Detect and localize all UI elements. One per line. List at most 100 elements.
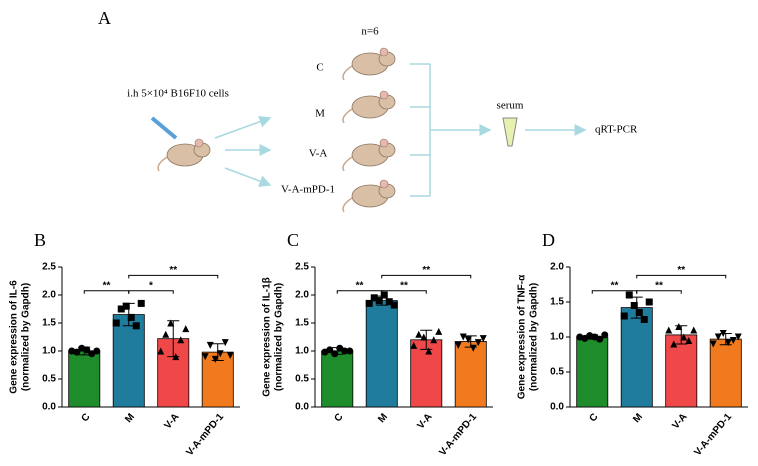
data-point [690,326,698,334]
mouse [342,138,396,172]
x-tick-label: V-A [162,412,181,432]
data-point [454,341,462,349]
data-point [459,333,467,341]
y-tick-label: 0.5 [42,374,56,385]
data-point [479,335,487,343]
arrows [214,63,587,197]
chart: Gene expression of IL-6 (normalized by Ga… [9,262,240,458]
y-tick-label: 2.0 [295,290,309,301]
syringe [150,116,178,140]
data-point [665,326,673,334]
significance-bracket [636,274,727,279]
data-point [410,341,418,349]
data-point [157,347,165,355]
y-axis-label: Gene expression of TNF-α [517,274,528,399]
data-point [385,298,393,306]
x-tick-label: M [123,412,137,425]
data-point [226,351,234,359]
group-label: V-A [309,148,328,160]
data-point [221,339,229,347]
bar [620,307,653,408]
data-point [206,341,214,349]
data-point [680,333,688,341]
mouse [157,138,211,172]
data-point [425,347,433,355]
significance-bracket [381,274,472,279]
data-point [645,298,653,306]
significance-label: * [149,280,153,291]
y-tick-label: 2.5 [295,262,309,273]
panel-label: D [542,230,555,250]
data-point [201,353,209,361]
x-tick-label: V-A [670,412,689,432]
y-tick-label: 0.5 [550,367,564,378]
data-point [380,291,388,299]
significance-bracket [128,274,219,279]
y-tick-label: 0.0 [42,402,56,413]
data-point [435,327,443,335]
bar [365,300,398,408]
data-point [83,346,91,354]
data-point [464,336,472,344]
significance-label: ** [677,265,685,276]
significance-label: ** [422,265,430,276]
y-tick-label: 2.0 [550,262,564,273]
y-tick-label: 1.0 [42,346,56,357]
y-tick-label: 2.5 [42,262,56,273]
y-axis-label: Gene expression of IL-6 [9,280,20,394]
data-point [675,323,683,330]
chart: Gene expression of TNF-α (normalized by G… [517,262,748,458]
data-point [724,339,732,347]
data-point [172,353,180,361]
data-point [596,335,604,343]
bar [454,341,487,408]
data-point [326,346,334,354]
data-point [469,344,477,352]
significance-bracket [636,290,682,294]
data-point [375,297,383,305]
bar [665,334,698,408]
data-point [93,347,101,355]
data-point [331,350,339,358]
significance-label: ** [611,280,619,291]
tube [502,117,518,147]
y-tick-label: 1.5 [42,318,56,329]
assay-label: qRT-PCR [595,124,638,136]
x-tick-label: C [332,412,345,425]
data-point [714,333,722,341]
data-point [122,302,130,310]
mouse [342,179,396,213]
y-tick-label: 0.0 [550,402,564,413]
sample-label: serum [497,100,524,112]
bar [112,314,145,408]
significance-label: ** [169,265,177,276]
y-axis-label: (normalized by Gapdh) [21,283,32,391]
significance-label: ** [103,280,111,291]
data-point [430,336,438,344]
data-point [132,322,140,330]
data-point [177,336,185,344]
data-point [112,319,120,327]
x-tick-label: M [631,412,645,425]
data-point [640,316,648,323]
x-tick-label: M [376,412,390,425]
y-tick-label: 1.0 [295,346,309,357]
mouse [342,47,396,81]
data-point [729,337,737,344]
significance-label: ** [400,280,408,291]
data-point [167,319,175,327]
group-size: n=6 [361,26,379,38]
panel-label: B [34,230,46,250]
data-point [346,347,354,355]
data-point [216,350,224,358]
data-point [341,347,349,355]
y-tick-label: 1.5 [550,297,564,308]
significance-label: ** [356,280,364,291]
data-point [670,340,678,348]
x-tick-label: V-A-mPD-1 [692,411,734,458]
data-point [162,330,170,338]
data-point [390,301,398,309]
data-point [365,299,373,307]
x-tick-label: V-A-mPD-1 [184,411,226,458]
